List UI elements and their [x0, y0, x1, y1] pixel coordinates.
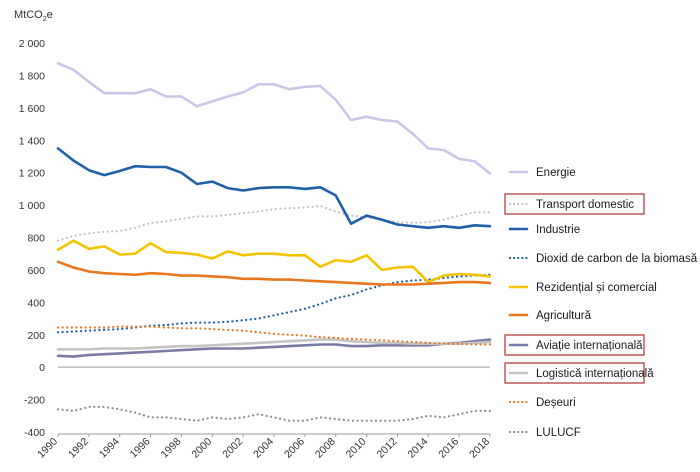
- y-tick-label: 1 200: [19, 168, 45, 180]
- legend-item: Agricultură: [508, 310, 592, 322]
- x-tick-label: 2014: [405, 436, 430, 461]
- y-tick-label: -200: [24, 395, 45, 407]
- series-line-8: [56, 338, 492, 351]
- series-line-3: [56, 147, 492, 230]
- x-tick-label: 2018: [467, 436, 492, 461]
- x-tick-label: 2000: [189, 436, 214, 461]
- series-line-1: [56, 61, 492, 175]
- x-tick-label: 2006: [282, 436, 307, 461]
- y-tick-label: 1 800: [19, 70, 45, 82]
- legend-highlight-box: [504, 193, 645, 215]
- series-line-4: [56, 273, 492, 334]
- legend-label: Industrie: [536, 224, 580, 236]
- y-tick-label: 800: [27, 233, 45, 245]
- legend-label: Rezidențial și comercial: [536, 282, 657, 294]
- y-tick-label: 2 000: [19, 38, 45, 50]
- y-tick-label: 1 600: [19, 103, 45, 115]
- series-line-2: [56, 204, 492, 242]
- legend-label: Agricultură: [536, 310, 592, 322]
- series-lines: [56, 61, 492, 422]
- legend-label: Transport domestic: [536, 199, 634, 211]
- legend-item: Dioxid de carbon de la biomasă: [508, 253, 698, 265]
- x-tick-label: 2010: [344, 436, 369, 461]
- legend-label: Deșeuri: [536, 397, 576, 409]
- series-line-7: [56, 338, 492, 358]
- legend-label: LULUCF: [536, 427, 581, 439]
- y-tick-label: 600: [27, 265, 45, 277]
- x-tick-label: 2004: [251, 436, 276, 461]
- legend-item: Deșeuri: [508, 397, 576, 409]
- y-tick-label: 0: [39, 362, 45, 374]
- x-tick-label: 1998: [159, 436, 184, 461]
- legend-label: Logistică internațională: [536, 368, 654, 380]
- svg-text:MtCO2e: MtCO2e: [14, 9, 53, 23]
- legend-highlight-box: [504, 362, 645, 384]
- series-line-6: [56, 260, 492, 286]
- x-tick-label: 1994: [97, 436, 122, 461]
- series-line-5: [56, 239, 492, 284]
- x-tick-label: 2002: [220, 436, 245, 461]
- legend-item: LULUCF: [508, 427, 581, 439]
- x-tick-label: 2016: [436, 436, 461, 461]
- y-tick-label: -400: [24, 427, 45, 439]
- legend-item: Transport domestic: [504, 193, 645, 215]
- legend-highlight-box: [504, 334, 645, 356]
- y-axis-ticks: -400 -200 0 200 400 600 800 1 000 1 200 1 400 1 60…: [19, 38, 45, 439]
- y-tick-label: 400: [27, 297, 45, 309]
- y-axis-unit-label: MtCO2e: [14, 9, 53, 23]
- legend-item: Industrie: [508, 224, 580, 236]
- legend-label: Energie: [536, 167, 576, 179]
- y-tick-label: 1 000: [19, 200, 45, 212]
- x-tick-label: 2012: [375, 436, 400, 461]
- legend-label: Aviație internațională: [536, 340, 643, 352]
- y-tick-label: 200: [27, 330, 45, 342]
- x-tick-label: 1990: [35, 436, 60, 461]
- x-axis: 1990 1992 1994 1996 1998 2000 2002 2004 2006 2008…: [35, 433, 492, 461]
- legend-label: Dioxid de carbon de la biomasă: [536, 253, 698, 265]
- x-tick-label: 1992: [66, 436, 91, 461]
- legend-item: Rezidențial și comercial: [508, 282, 657, 294]
- legend: Energie Transport domestic Industrie Dioxid…: [504, 167, 698, 439]
- legend-item: Logistică internațională: [504, 362, 654, 384]
- series-line-10: [56, 405, 492, 422]
- series-line-9: [56, 325, 492, 346]
- x-tick-label: 2008: [313, 436, 338, 461]
- legend-item: Aviație internațională: [504, 334, 645, 356]
- x-tick-label: 1996: [128, 436, 153, 461]
- y-tick-label: 1 400: [19, 135, 45, 147]
- legend-item: Energie: [508, 167, 576, 179]
